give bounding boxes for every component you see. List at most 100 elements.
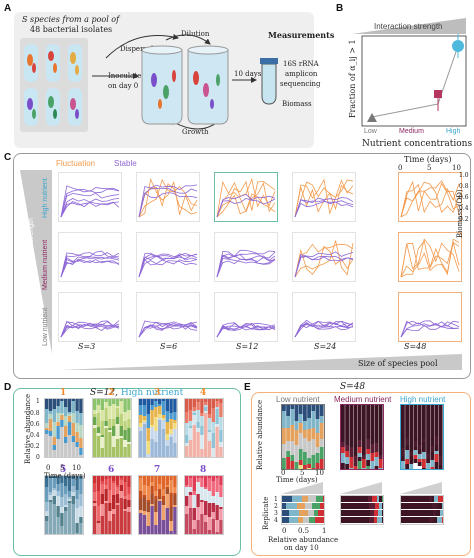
time-tick-0: 0: [398, 164, 403, 172]
bar-segment: [60, 427, 64, 457]
line-plot-2-2: [214, 292, 278, 342]
pool-label-6: S=6: [160, 342, 178, 351]
replicate-bars-2: [400, 495, 444, 525]
bar-segment: [173, 487, 177, 493]
bar-segment: [311, 428, 316, 439]
bar-segment: [108, 419, 112, 428]
bar-segment: [434, 436, 439, 445]
bar-segment: [200, 399, 204, 413]
panel-label-a: A: [4, 3, 12, 14]
bar-segment: [169, 521, 173, 531]
bar-segment: [173, 443, 177, 457]
bar-segment: [319, 447, 324, 459]
replicate-segment: [433, 510, 436, 516]
bar-segment: [417, 445, 422, 449]
bar-segment: [204, 522, 208, 534]
series-line: [138, 184, 198, 218]
bar-segment: [150, 494, 154, 504]
panel-d-title-prefix: S=12,: [90, 388, 119, 398]
bar-segment: [60, 507, 64, 513]
bar-segment: [211, 481, 215, 496]
series-line: [294, 255, 354, 278]
replicate-segment: [401, 517, 429, 523]
bar-segment: [405, 438, 409, 445]
bar-segment: [158, 489, 162, 497]
panel-d-ylabel: Relative abundance: [24, 393, 32, 464]
bar-segment: [75, 423, 79, 432]
bar-segment: [374, 457, 379, 466]
bar-segment: [192, 508, 196, 520]
bar-segment: [311, 411, 316, 428]
bar-segment: [60, 526, 64, 534]
bar-segment: [426, 459, 430, 463]
series-line: [138, 325, 198, 338]
replicate-segment: [302, 496, 308, 502]
time-axis-label: Time (days): [404, 155, 452, 164]
bar-segment: [56, 406, 60, 413]
panel-e-xtick-0: 0: [281, 469, 286, 477]
bar-segment: [207, 491, 212, 503]
line-plot-0-1: [136, 172, 200, 222]
bar-segment: [438, 465, 443, 469]
bar-segment: [79, 494, 83, 506]
series-line: [216, 193, 276, 218]
bar-segment: [315, 447, 320, 453]
bar-segment: [112, 483, 116, 495]
bar-segment: [119, 414, 123, 426]
panel-b-xlabel: Nutrient concentrations: [362, 139, 473, 149]
replicate-segment: [438, 496, 443, 502]
biomass-tick-2: 0.8: [459, 183, 469, 190]
bar-segment: [188, 421, 193, 426]
panel-e-col-high: High nutrient: [400, 395, 446, 404]
bar-segment: [71, 486, 75, 492]
bar-segment: [200, 435, 204, 449]
line-plot-2-1: [136, 292, 200, 342]
bar-segment: [104, 485, 108, 489]
bar-segment: [434, 451, 439, 454]
bar-segment: [115, 417, 120, 424]
bar-segment: [204, 489, 208, 501]
bar-segment: [150, 506, 154, 534]
replicate-segment: [378, 510, 382, 516]
bar-segment: [146, 486, 150, 500]
bar-segment: [357, 405, 362, 440]
bar-segment: [104, 426, 108, 428]
replicate-segment: [377, 496, 379, 502]
panel-label-d: D: [4, 382, 12, 393]
community-number-1: 1: [60, 388, 67, 398]
bar-segment: [374, 466, 379, 469]
replicate-segment: [379, 496, 382, 502]
bar-segment: [139, 431, 143, 457]
bar-segment: [96, 476, 101, 491]
bar-segment: [286, 441, 290, 451]
bar-segment: [67, 422, 72, 435]
bar-segment: [207, 399, 212, 414]
bar-segment: [67, 476, 72, 491]
replicate-segment: [374, 517, 377, 523]
bar-segment: [349, 447, 354, 457]
replicate-segment: [308, 510, 314, 516]
bar-segment: [417, 454, 422, 459]
bar-segment: [150, 482, 154, 486]
bar-segment: [119, 426, 123, 436]
bar-segment: [100, 516, 104, 534]
bar-segment: [79, 448, 83, 455]
bar-segment: [100, 504, 104, 516]
bar-segment: [71, 442, 75, 457]
bar-segment: [161, 520, 166, 534]
bar-segment: [311, 455, 316, 468]
bar-segment: [165, 434, 169, 440]
bar-segment: [142, 476, 147, 485]
series-line: [60, 320, 120, 338]
bar-segment: [71, 476, 75, 479]
bar-segment: [434, 405, 439, 436]
bar-segment: [417, 459, 422, 462]
bar-segment: [366, 405, 370, 439]
bar-segment: [173, 493, 177, 495]
bar-segment: [362, 468, 366, 469]
series-line: [216, 255, 276, 278]
replicate-segment: [382, 517, 383, 523]
bar-segment: [108, 478, 112, 490]
bar-segment: [71, 492, 75, 496]
bar-segment: [108, 503, 112, 511]
